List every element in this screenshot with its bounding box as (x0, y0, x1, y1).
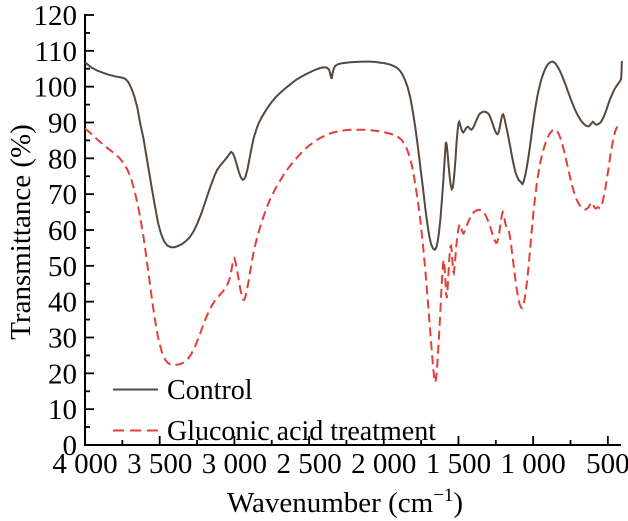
y-tick-label: 30 (48, 323, 77, 355)
x-axis-title-prefix: Wavenumber (cm (227, 487, 434, 519)
y-tick-label: 100 (34, 72, 78, 104)
y-tick-label: 50 (48, 251, 77, 283)
legend-control-label: Control (167, 375, 253, 406)
x-axis-tick-labels: 4 000 3 500 3 000 2 500 2 000 1 500 1 000 500 (52, 448, 628, 480)
x-tick-label: 500 (586, 448, 628, 480)
y-axis-title: Transmittance (%) (5, 124, 37, 340)
y-tick-label: 0 (63, 430, 78, 462)
x-tick-label: 2 000 (351, 448, 416, 480)
x-tick-label: 2 500 (276, 448, 341, 480)
x-tick-label: 3 500 (127, 448, 192, 480)
y-axis-major-ticks (85, 14, 94, 446)
y-tick-label: 20 (48, 358, 77, 390)
y-tick-label: 110 (35, 36, 77, 68)
x-axis-title-superscript: −1 (433, 485, 453, 506)
gluconic-acid-treatment-curve (84, 125, 619, 387)
control-curve (84, 60, 623, 252)
x-tick-label: 3 000 (202, 448, 267, 480)
y-tick-label: 80 (48, 143, 77, 175)
x-axis-title-suffix: ) (453, 487, 463, 519)
y-tick-label: 40 (48, 287, 77, 319)
legend: Control Gluconic acid treatment (113, 375, 436, 447)
x-axis-title: Wavenumber (cm−1) (227, 485, 463, 519)
x-tick-label: 1 500 (426, 448, 491, 480)
x-tick-label: 1 000 (501, 448, 566, 480)
y-tick-label: 10 (48, 394, 77, 426)
x-tick-label: 4 000 (52, 448, 117, 480)
y-tick-label: 90 (48, 108, 77, 140)
y-tick-label: 120 (34, 0, 78, 32)
y-tick-label: 60 (48, 215, 77, 247)
legend-treatment-label: Gluconic acid treatment (167, 416, 436, 447)
y-tick-label: 70 (48, 179, 77, 211)
